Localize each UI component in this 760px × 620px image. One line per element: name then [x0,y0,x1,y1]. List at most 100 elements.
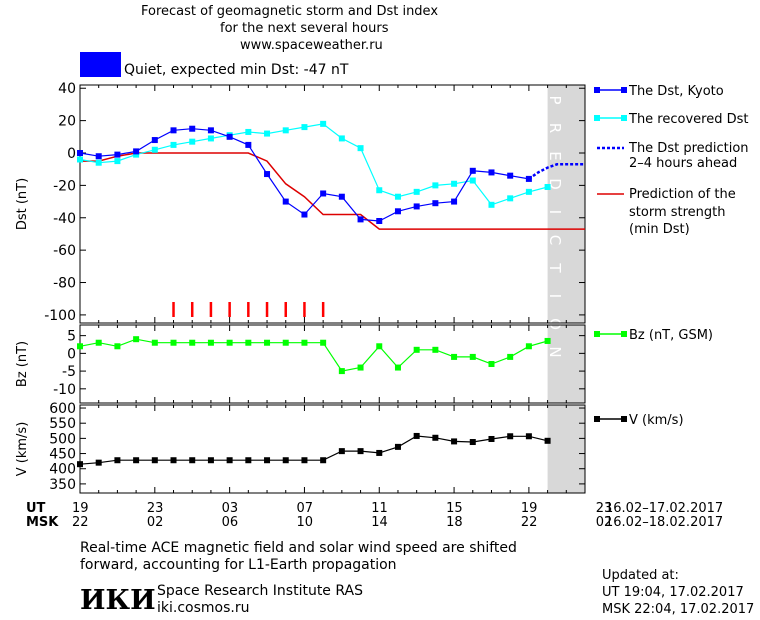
bz-point [282,339,289,346]
ut-tick-label: 23 [595,501,613,516]
kyoto-dst-point [525,175,532,182]
msk-tick-label: 18 [446,515,463,530]
prediction-shade [547,85,585,323]
bz-point [357,364,364,371]
v-point [245,457,252,464]
y-tick-label: -20 [53,178,76,194]
msk-tick-label: 22 [72,515,89,530]
bz-point [189,339,196,346]
legend-v-swatch-marker [621,416,627,422]
recovered-dst-point [151,146,158,153]
prediction-label-letter: E [546,151,564,160]
y-tick-label: -100 [44,308,76,324]
msk-tick-label: 10 [296,515,313,530]
v-point [207,457,214,464]
recovered-dst-point [507,195,514,202]
recovered-dst-point [264,130,271,137]
legend-recovered-swatch-marker [621,115,627,121]
ut-tick-label: 15 [446,501,463,516]
v-point [189,457,196,464]
legend-strength-label-3: (min Dst) [629,222,690,237]
iki-logo: ИКИ [80,585,156,616]
bz-point [376,343,383,350]
prediction-label-letter: P [546,95,564,104]
ut-date-range: 16.02–17.02.2017 [605,501,724,516]
v-line [79,435,548,465]
kyoto-dst-point [394,208,401,215]
recovered-dst-point [207,135,214,142]
legend-kyoto-swatch-marker [621,87,627,93]
legend-recovered-swatch-marker [594,115,600,121]
bz-point [469,353,476,360]
recovered-dst-point [376,187,383,194]
v-point [282,457,289,464]
y-tick-label: 450 [49,447,76,463]
y-tick-label: 20 [58,114,76,130]
legend-strength-label-1: Prediction of the [629,187,736,202]
panel-frame [79,84,586,324]
ut-axis-label: UT [26,501,46,516]
kyoto-dst-point [245,141,252,148]
bz-point [394,364,401,371]
y-axis-label: Bz (nT) [15,341,30,387]
v-point [469,439,476,446]
kyoto-dst-point [488,169,495,176]
recovered-dst-point [189,138,196,145]
prediction-label-letter: N [546,346,564,357]
y-axis-label: Dst (nT) [15,178,30,230]
bz-point [301,339,308,346]
v-point [338,448,345,455]
prediction-label-letter: T [546,262,564,273]
prediction-label-letter: O [546,318,564,330]
recovered-dst-line [79,123,548,206]
kyoto-dst-point [77,150,83,156]
kyoto-dst-point [432,200,439,207]
legend-bz-swatch-marker [594,331,600,337]
legend-kyoto-swatch-marker [594,87,600,93]
panel-frame [79,324,586,404]
legend-v-label: V (km/s) [629,413,684,428]
institute-name: Space Research Institute RAS [157,583,363,599]
bz-point [264,339,271,346]
v-point [151,457,158,464]
y-tick-label: -10 [53,382,76,398]
y-tick-label: 500 [49,431,76,447]
prediction-label-letter: I [546,210,564,214]
y-tick-label: -5 [62,364,76,380]
y-axis-label: V (km/s) [15,422,30,477]
prediction-shade [547,325,585,403]
recovered-dst-point [357,145,364,152]
kyoto-dst-point [301,211,308,218]
bz-point [151,339,158,346]
institute-site[interactable]: iki.cosmos.ru [157,600,250,616]
y-tick-label: 0 [67,346,76,362]
v-point [507,433,514,440]
bz-point [207,339,214,346]
chart-title-line1: Forecast of geomagnetic storm and Dst in… [141,4,439,19]
v-point [525,433,532,440]
kyoto-dst-line [79,128,530,222]
bz-point [432,346,439,353]
legend-recovered-label: The recovered Dst [628,112,748,127]
source-url[interactable]: www.spaceweather.ru [240,38,383,53]
recovered-dst-point [432,182,439,189]
bz-point [245,339,252,346]
prediction-label-letter: C [546,235,564,245]
ut-tick-label: 19 [72,501,89,516]
updated-msk: MSK 22:04, 17.02.2017 [602,602,755,617]
msk-tick-label: 02 [146,515,164,530]
dst-prediction-line [528,163,585,180]
bz-line [79,338,548,372]
legend-v-swatch-marker [594,416,600,422]
legend-strength-label-2: storm strength [629,205,726,220]
kyoto-dst-point [413,203,420,210]
propagation-note-line2: forward, accounting for L1-Earth propaga… [80,557,397,573]
bz-point [507,353,514,360]
v-point [488,435,495,442]
ut-tick-label: 19 [520,501,538,516]
kyoto-dst-point [114,151,121,158]
v-point [320,457,327,464]
bz-point [525,343,532,350]
v-point [376,449,383,456]
